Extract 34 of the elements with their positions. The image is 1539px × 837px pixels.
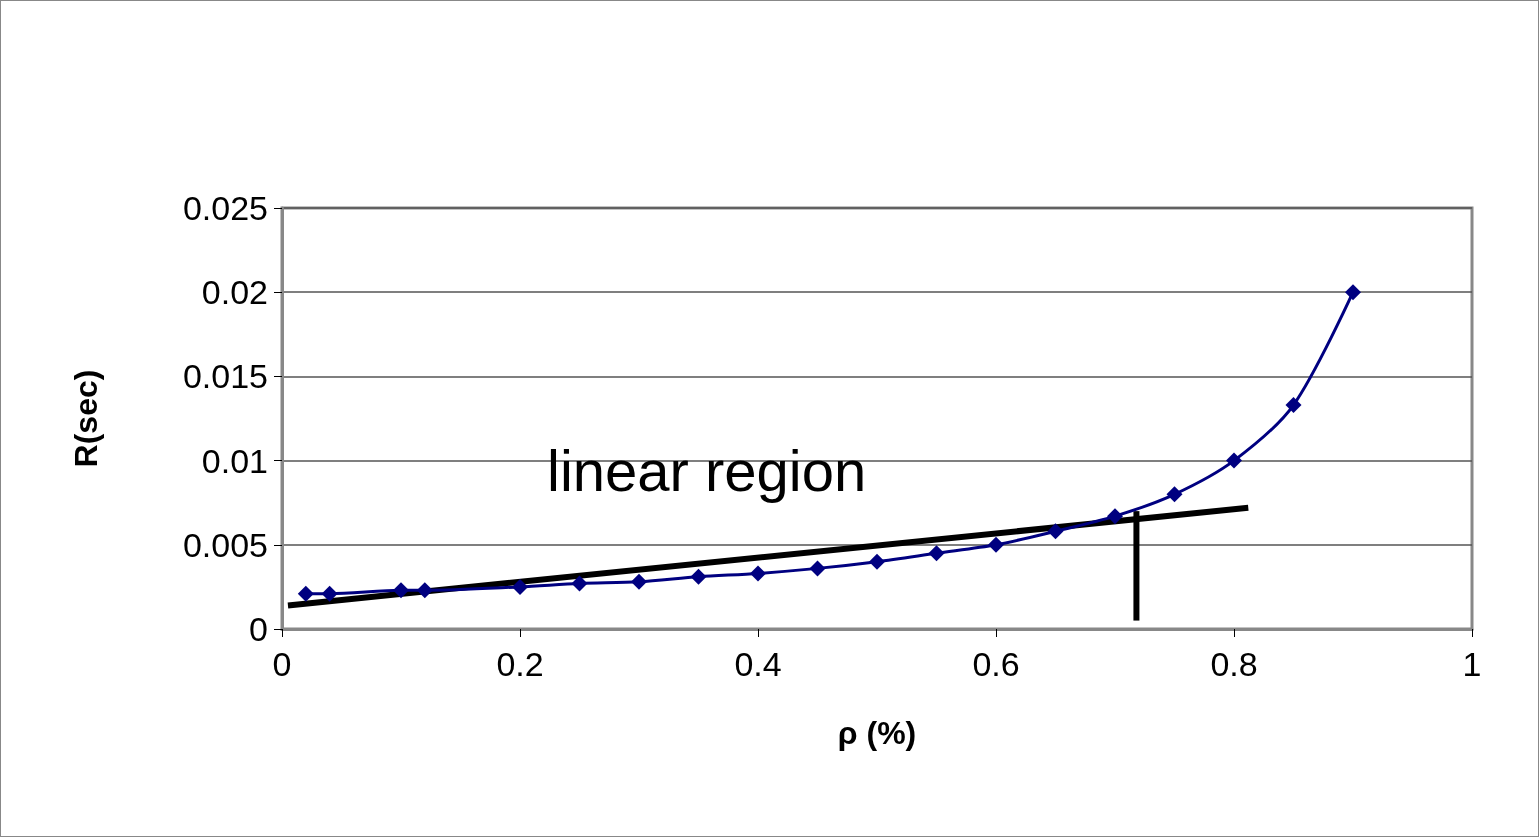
- point: [1047, 523, 1064, 540]
- point: [869, 553, 885, 570]
- point: [1107, 508, 1123, 525]
- x-tick-label: 1: [1462, 645, 1482, 683]
- point: [512, 578, 528, 595]
- y-tick-label: 0.01: [201, 441, 268, 480]
- y-tick-label: 0.02: [201, 273, 268, 312]
- point: [416, 582, 433, 599]
- x-tick-label: 0.6: [972, 645, 1020, 683]
- point: [631, 573, 647, 590]
- point: [393, 582, 409, 599]
- point: [321, 585, 338, 602]
- point: [571, 575, 588, 592]
- y-tick-label: 0.005: [182, 525, 268, 564]
- x-tick-label: 0: [272, 645, 292, 683]
- point: [297, 585, 314, 602]
- point: [1166, 486, 1183, 503]
- x-axis-title: ρ (%): [837, 715, 917, 751]
- y-tick-label: 0: [249, 610, 268, 648]
- point: [750, 565, 766, 582]
- annotation: linear region: [547, 437, 867, 503]
- y-tick-label: 0.015: [182, 357, 268, 396]
- x-tick-label: 0.4: [734, 645, 782, 683]
- point: [928, 545, 945, 562]
- point: [1226, 452, 1242, 469]
- point: [988, 536, 1004, 553]
- x-tick-label: 0.8: [1210, 645, 1258, 683]
- point: [809, 560, 826, 577]
- y-tick-label: 0.025: [182, 189, 268, 227]
- point: [690, 568, 707, 585]
- x-tick-label: 0.2: [496, 645, 544, 683]
- y-axis-title: R(sec): [68, 369, 104, 468]
- point: [1345, 284, 1361, 301]
- point: [1285, 397, 1302, 414]
